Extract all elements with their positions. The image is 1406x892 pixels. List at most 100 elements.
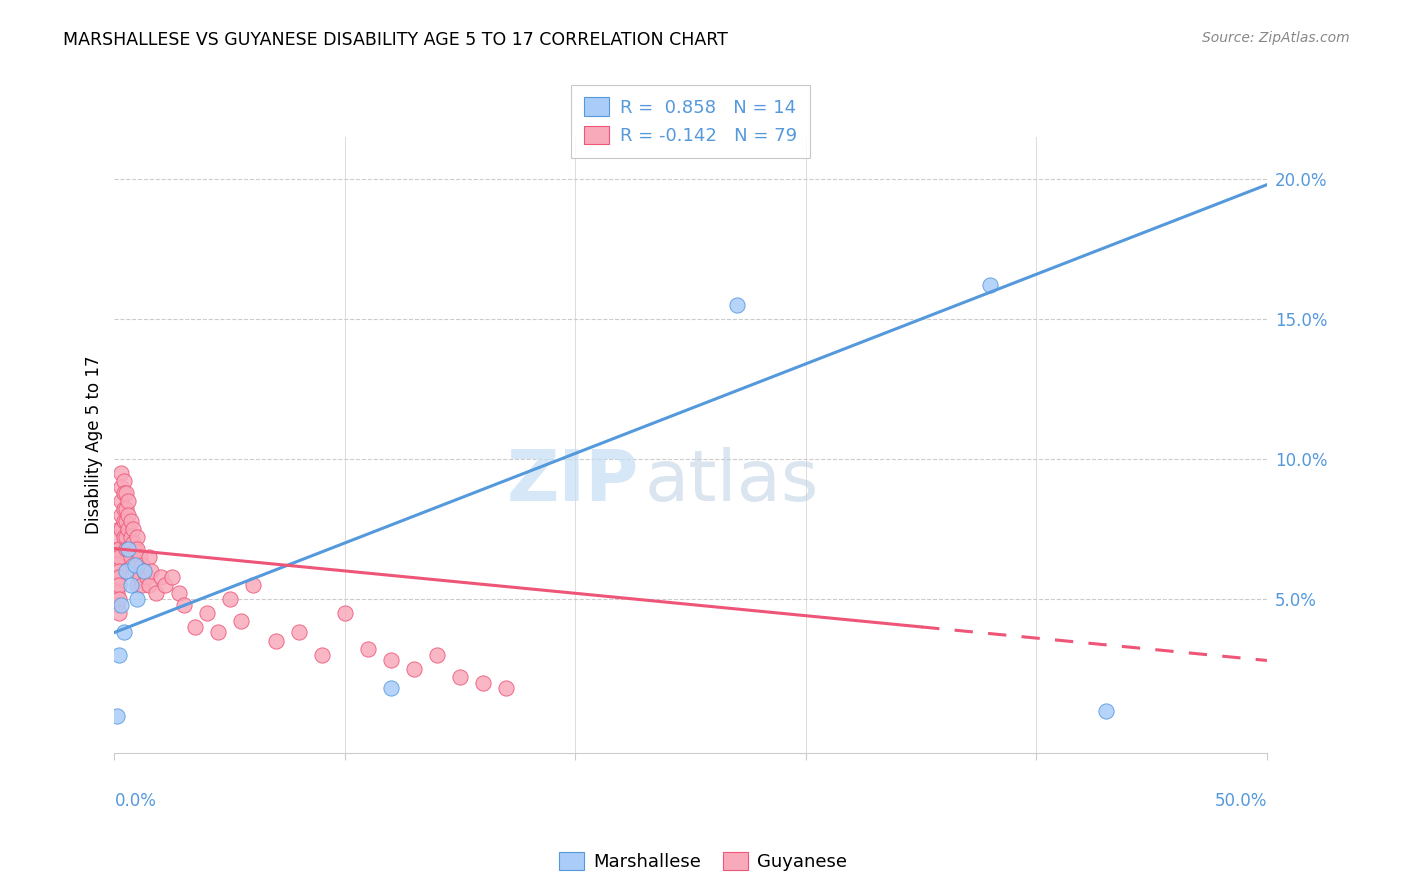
Point (231, 615, 253, 629)
Point (112, 530, 135, 544)
Point (134, 564, 156, 578)
Point (108, 522, 131, 536)
Point (138, 549, 160, 564)
Point (108, 549, 131, 564)
Point (134, 564, 156, 578)
Point (127, 530, 149, 544)
Point (108, 530, 131, 544)
Point (117, 541, 139, 556)
Point (110, 480, 132, 494)
Point (264, 633, 287, 648)
Point (108, 591, 131, 606)
Point (357, 642, 380, 657)
Point (311, 648, 333, 662)
Legend: Marshallese, Guyanese: Marshallese, Guyanese (551, 845, 855, 879)
Point (120, 530, 142, 544)
Point (121, 522, 143, 536)
Point (128, 569, 150, 583)
Point (128, 549, 150, 564)
Point (121, 558, 143, 573)
Point (149, 569, 172, 583)
Point (127, 558, 149, 573)
Point (333, 606, 356, 620)
Point (115, 514, 138, 528)
Point (112, 514, 135, 528)
Point (105, 578, 128, 592)
Point (105, 549, 128, 564)
Point (725, 298, 748, 312)
Point (131, 558, 153, 573)
Point (380, 653, 402, 667)
Point (112, 485, 135, 500)
Point (112, 625, 135, 640)
Point (380, 681, 402, 696)
Point (105, 586, 128, 600)
Point (124, 564, 146, 578)
Point (495, 681, 517, 696)
Point (472, 676, 495, 690)
Point (108, 648, 131, 662)
Y-axis label: Disability Age 5 to 17: Disability Age 5 to 17 (86, 356, 103, 534)
Point (108, 541, 131, 556)
Point (242, 578, 264, 592)
Point (108, 564, 131, 578)
Point (184, 620, 207, 634)
Point (105, 709, 128, 723)
Text: Source: ZipAtlas.com: Source: ZipAtlas.com (1202, 31, 1350, 45)
Point (105, 598, 128, 612)
Point (145, 586, 167, 600)
Point (115, 564, 138, 578)
Point (124, 541, 146, 556)
Text: ZIP: ZIP (506, 448, 638, 516)
Point (1094, 704, 1116, 718)
Point (124, 558, 146, 573)
Point (117, 522, 139, 536)
Point (195, 606, 218, 620)
Text: 50.0%: 50.0% (1215, 792, 1267, 810)
Point (110, 508, 132, 522)
Text: 0.0%: 0.0% (114, 792, 156, 810)
Point (138, 578, 160, 592)
Point (115, 502, 138, 516)
Point (115, 485, 138, 500)
Point (127, 578, 149, 592)
Point (207, 625, 229, 640)
Point (173, 598, 195, 612)
Point (112, 502, 135, 516)
Point (449, 670, 471, 684)
Point (117, 541, 139, 556)
Point (108, 569, 131, 583)
Point (115, 541, 138, 556)
Point (127, 541, 149, 556)
Point (288, 625, 311, 640)
Point (153, 578, 176, 592)
Point (120, 578, 142, 592)
Point (127, 591, 149, 606)
Point (110, 494, 132, 508)
Point (218, 591, 240, 606)
Point (426, 648, 449, 662)
Point (131, 578, 153, 592)
Point (402, 662, 425, 676)
Point (112, 475, 135, 489)
Point (105, 569, 128, 583)
Point (115, 530, 138, 544)
Point (167, 586, 190, 600)
Point (117, 508, 139, 522)
Point (110, 522, 132, 536)
Text: atlas: atlas (644, 448, 818, 516)
Point (108, 578, 131, 592)
Point (120, 514, 142, 528)
Point (105, 541, 128, 556)
Point (121, 536, 143, 550)
Point (135, 569, 157, 583)
Text: MARSHALLESE VS GUYANESE DISABILITY AGE 5 TO 17 CORRELATION CHART: MARSHALLESE VS GUYANESE DISABILITY AGE 5… (63, 31, 728, 49)
Point (110, 598, 132, 612)
Legend: R =  0.858   N = 14, R = -0.142   N = 79: R = 0.858 N = 14, R = -0.142 N = 79 (571, 85, 810, 158)
Point (160, 569, 183, 583)
Point (120, 549, 142, 564)
Point (141, 564, 163, 578)
Point (108, 606, 131, 620)
Point (105, 558, 128, 573)
Point (117, 494, 139, 508)
